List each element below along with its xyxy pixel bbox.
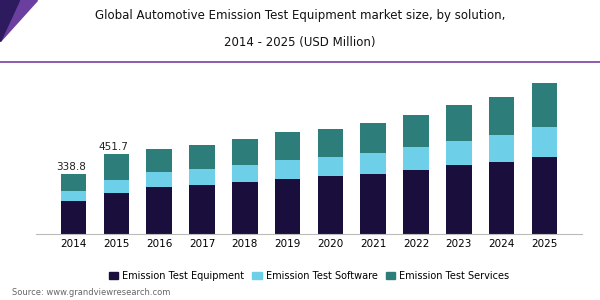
Bar (403, 115, 429, 147)
Bar (489, 135, 514, 162)
Bar (403, 170, 429, 234)
Bar (446, 105, 472, 141)
Bar (146, 149, 172, 172)
Bar (317, 128, 343, 157)
Bar (317, 157, 343, 176)
Text: 451.7: 451.7 (98, 142, 128, 152)
Text: 338.8: 338.8 (56, 162, 86, 172)
Bar (275, 132, 301, 160)
Bar (189, 145, 215, 169)
Bar (104, 193, 129, 234)
Bar (275, 160, 301, 179)
Bar (489, 97, 514, 135)
Bar (317, 176, 343, 234)
Bar (489, 162, 514, 234)
Bar (275, 179, 301, 234)
Bar (532, 127, 557, 158)
Bar (189, 169, 215, 185)
Bar (146, 187, 172, 234)
Polygon shape (0, 0, 19, 41)
Bar (104, 154, 129, 181)
Bar (361, 174, 386, 234)
Text: 2014 - 2025 (USD Million): 2014 - 2025 (USD Million) (224, 36, 376, 49)
Text: Source: www.grandviewresearch.com: Source: www.grandviewresearch.com (12, 288, 170, 297)
Bar (61, 201, 86, 234)
Bar (232, 165, 257, 182)
Bar (361, 153, 386, 174)
Bar (446, 165, 472, 234)
Bar (446, 141, 472, 165)
Bar (189, 185, 215, 234)
Polygon shape (0, 0, 37, 41)
Bar (403, 147, 429, 170)
Text: Global Automotive Emission Test Equipment market size, by solution,: Global Automotive Emission Test Equipmen… (95, 9, 505, 22)
Bar (361, 123, 386, 153)
Bar (232, 182, 257, 234)
Bar (104, 181, 129, 193)
Bar (232, 139, 257, 165)
Bar (61, 174, 86, 191)
Bar (146, 172, 172, 187)
Bar (532, 83, 557, 127)
Bar (61, 191, 86, 201)
Legend: Emission Test Equipment, Emission Test Software, Emission Test Services: Emission Test Equipment, Emission Test S… (105, 267, 513, 285)
Bar (532, 158, 557, 234)
